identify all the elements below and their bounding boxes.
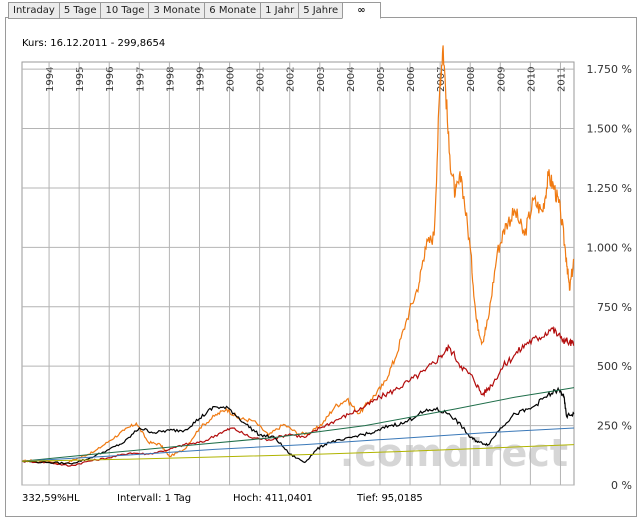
y-tick-label: 1.000 %	[587, 241, 632, 254]
x-tick-label: 2002	[286, 67, 297, 92]
y-tick-label: 500 %	[597, 360, 632, 373]
x-tick-label: 2011	[556, 67, 567, 92]
tab-5-jahre[interactable]: 5 Jahre	[298, 2, 343, 19]
y-tick-label: 750 %	[597, 301, 632, 314]
series-line-orange	[21, 45, 575, 465]
x-tick-label: 2006	[406, 67, 417, 92]
y-tick-label: 0 %	[611, 479, 632, 492]
x-tick-label: 2008	[466, 67, 477, 92]
tab-intraday[interactable]: Intraday	[8, 2, 59, 19]
footer-hl: 332,59%HL	[22, 493, 80, 504]
x-tick-label: 2004	[346, 67, 357, 92]
tab-5-tage[interactable]: 5 Tage	[58, 2, 101, 19]
tab-3-monate[interactable]: 3 Monate	[148, 2, 205, 19]
x-tick-label: 2001	[256, 67, 267, 92]
footer-tief: Tief: 95,0185	[357, 493, 423, 504]
y-tick-label: 1.500 %	[587, 123, 632, 136]
timeframe-tabs: Intraday 5 Tage 10 Tage 3 Monate 6 Monat…	[8, 2, 381, 19]
plot-area	[21, 61, 575, 486]
x-tick-label: 1996	[105, 67, 116, 92]
x-tick-label: 2010	[526, 67, 537, 92]
x-tick-label: 2003	[316, 67, 327, 92]
x-tick-label: 2005	[376, 67, 387, 92]
y-tick-label: 250 %	[597, 420, 632, 433]
footer-intervall: Intervall: 1 Tag	[117, 493, 192, 504]
series-line-olive	[21, 444, 575, 462]
y-tick-label: 1.250 %	[587, 182, 632, 195]
series-line-blue	[21, 427, 575, 462]
x-tick-label: 2007	[436, 67, 447, 92]
tab-6-monate[interactable]: 6 Monate	[204, 2, 261, 19]
series-line-black	[21, 386, 575, 465]
watermark: .comdirect	[340, 431, 568, 475]
footer-hoch: Hoch: 411,0401	[233, 493, 313, 504]
x-tick-label: 1998	[165, 67, 176, 92]
tab-10-tage[interactable]: 10 Tage	[100, 2, 149, 19]
series-line-green	[21, 387, 575, 462]
tab-1-jahr[interactable]: 1 Jahr	[260, 2, 299, 19]
x-tick-label: 2000	[226, 67, 237, 92]
x-tick-label: 1995	[75, 67, 86, 92]
tab-max[interactable]: ∞	[342, 2, 381, 19]
x-tick-label: 1997	[135, 67, 146, 92]
x-tick-label: 1994	[45, 67, 56, 92]
x-tick-label: 1999	[195, 67, 206, 92]
y-tick-label: 1.750 %	[587, 63, 632, 76]
x-tick-label: 2009	[496, 67, 507, 92]
price-header: Kurs: 16.12.2011 - 299,8654	[22, 38, 166, 49]
